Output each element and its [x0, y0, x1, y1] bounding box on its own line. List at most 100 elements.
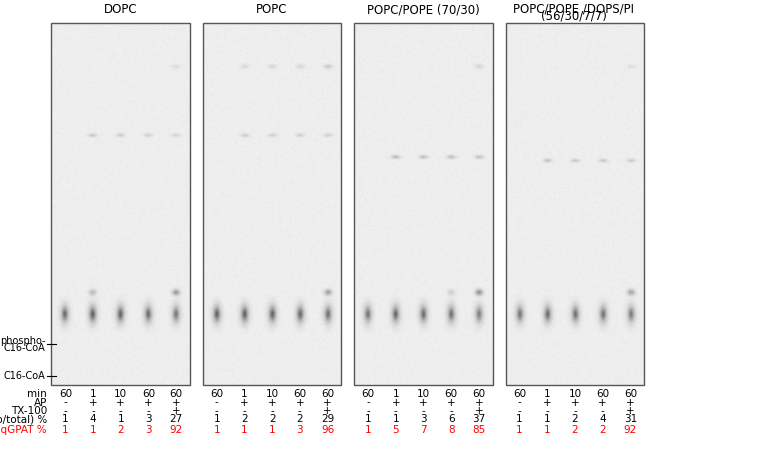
Text: -: -: [215, 397, 219, 408]
Text: +: +: [571, 397, 579, 408]
Text: 1: 1: [213, 414, 220, 425]
Text: 60: 60: [142, 389, 155, 399]
Text: 1: 1: [62, 425, 69, 435]
Text: -: -: [545, 406, 549, 416]
Text: 3: 3: [145, 425, 151, 435]
Text: 1: 1: [269, 425, 276, 435]
Text: +: +: [268, 397, 276, 408]
Text: 1: 1: [213, 425, 220, 435]
Text: POPC/POPE /DOPS/PI: POPC/POPE /DOPS/PI: [513, 2, 634, 15]
Text: 60: 60: [293, 389, 307, 399]
Text: C16-CoA: C16-CoA: [4, 371, 45, 381]
Text: 60: 60: [444, 389, 458, 399]
Text: TX-100: TX-100: [11, 406, 47, 416]
Bar: [506, 23, 644, 385]
Text: +: +: [172, 406, 180, 416]
Text: +: +: [391, 397, 400, 408]
Text: -: -: [242, 406, 246, 416]
Bar: [51, 23, 190, 385]
Text: +: +: [240, 397, 249, 408]
Text: 2: 2: [572, 425, 578, 435]
Text: 60: 60: [210, 389, 223, 399]
Text: 29: 29: [321, 414, 334, 425]
Text: 10: 10: [266, 389, 279, 399]
Bar: [203, 23, 341, 385]
Text: 1: 1: [516, 425, 523, 435]
Text: +: +: [475, 406, 483, 416]
Text: 60: 60: [362, 389, 375, 399]
Text: -: -: [366, 397, 370, 408]
Text: +: +: [323, 406, 332, 416]
Text: +: +: [419, 397, 428, 408]
Text: 1: 1: [90, 389, 96, 399]
Text: -: -: [64, 406, 67, 416]
Text: 2: 2: [600, 425, 606, 435]
Text: 2: 2: [269, 414, 276, 425]
Text: +: +: [475, 397, 483, 408]
Text: 60: 60: [624, 389, 637, 399]
Text: 1: 1: [365, 425, 372, 435]
Text: 1: 1: [62, 414, 69, 425]
Text: +: +: [89, 397, 98, 408]
Text: POPC: POPC: [256, 3, 288, 16]
Text: 1: 1: [516, 414, 523, 425]
Text: 85: 85: [472, 425, 485, 435]
Bar: [354, 23, 493, 385]
Text: (56/30/7/7): (56/30/7/7): [540, 10, 607, 23]
Text: +: +: [626, 397, 634, 408]
Text: +: +: [447, 397, 456, 408]
Text: 2: 2: [241, 414, 248, 425]
Text: +: +: [172, 397, 180, 408]
Text: -: -: [270, 406, 274, 416]
Text: 1: 1: [365, 414, 372, 425]
Text: AP: AP: [33, 397, 47, 408]
Text: +: +: [598, 397, 607, 408]
Text: -: -: [147, 406, 151, 416]
Text: 37: 37: [472, 414, 485, 425]
Text: +: +: [117, 397, 125, 408]
Text: 1: 1: [544, 389, 550, 399]
Text: 1: 1: [241, 425, 248, 435]
Text: 60: 60: [170, 389, 182, 399]
Text: C16-CoA: C16-CoA: [4, 343, 45, 354]
Text: POPC/POPE (70/30): POPC/POPE (70/30): [367, 3, 479, 16]
Text: -: -: [518, 406, 522, 416]
Text: 60: 60: [596, 389, 609, 399]
Text: 7: 7: [420, 425, 427, 435]
Text: min: min: [27, 389, 47, 399]
Text: +: +: [144, 397, 153, 408]
Text: 1: 1: [241, 389, 248, 399]
Text: 2: 2: [297, 414, 303, 425]
Text: 60: 60: [513, 389, 526, 399]
Text: 27: 27: [170, 414, 182, 425]
Text: 60: 60: [472, 389, 485, 399]
Text: 1: 1: [393, 389, 399, 399]
Text: -: -: [394, 406, 397, 416]
Text: 1: 1: [544, 414, 550, 425]
Text: 4: 4: [600, 414, 606, 425]
Text: DOPC: DOPC: [104, 3, 137, 16]
Text: 92: 92: [624, 425, 637, 435]
Text: 1: 1: [90, 425, 96, 435]
Text: 5: 5: [393, 425, 399, 435]
Text: 4: 4: [90, 414, 96, 425]
Text: 10: 10: [417, 389, 430, 399]
Text: +: +: [323, 397, 332, 408]
Text: 8: 8: [448, 425, 454, 435]
Text: 10: 10: [569, 389, 581, 399]
Text: -: -: [298, 406, 302, 416]
Text: sqGPAT %: sqGPAT %: [0, 425, 47, 435]
Text: +: +: [295, 397, 304, 408]
Text: -: -: [215, 406, 219, 416]
Text: (b/total) %: (b/total) %: [0, 414, 47, 425]
Text: -: -: [64, 397, 67, 408]
Text: +: +: [626, 406, 634, 416]
Text: 60: 60: [321, 389, 334, 399]
Text: 3: 3: [145, 414, 151, 425]
Text: 92: 92: [170, 425, 182, 435]
Text: phospho-: phospho-: [0, 336, 45, 346]
Text: -: -: [119, 406, 123, 416]
Text: +: +: [543, 397, 552, 408]
Text: -: -: [450, 406, 453, 416]
Text: 3: 3: [420, 414, 427, 425]
